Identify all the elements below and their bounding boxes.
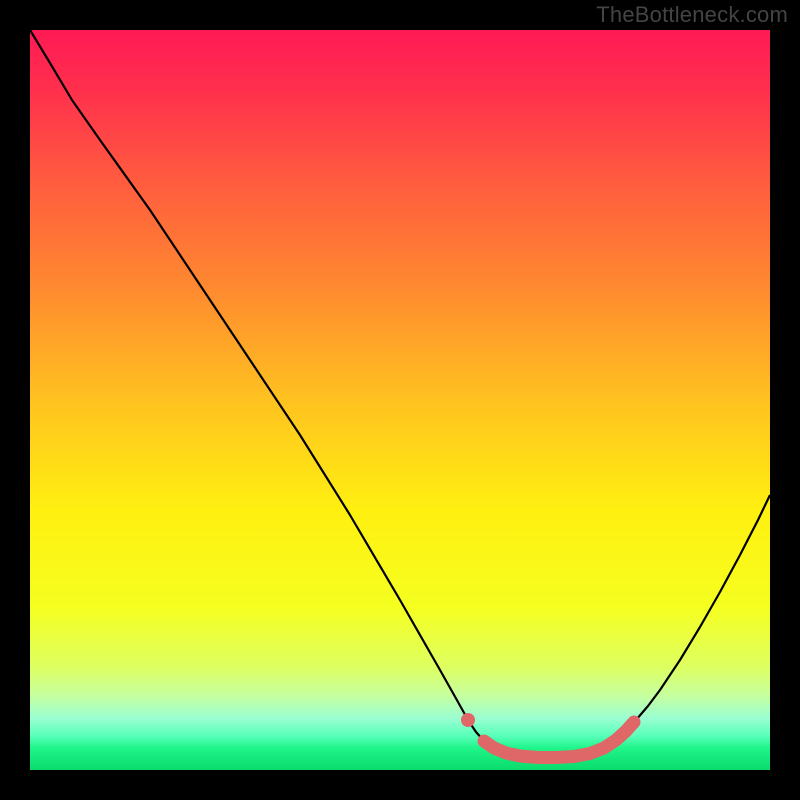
- chart-svg: [0, 0, 800, 800]
- optimal-range-dot: [461, 713, 475, 727]
- plot-background: [30, 30, 770, 770]
- watermark-text: TheBottleneck.com: [596, 2, 788, 28]
- chart-container: TheBottleneck.com: [0, 0, 800, 800]
